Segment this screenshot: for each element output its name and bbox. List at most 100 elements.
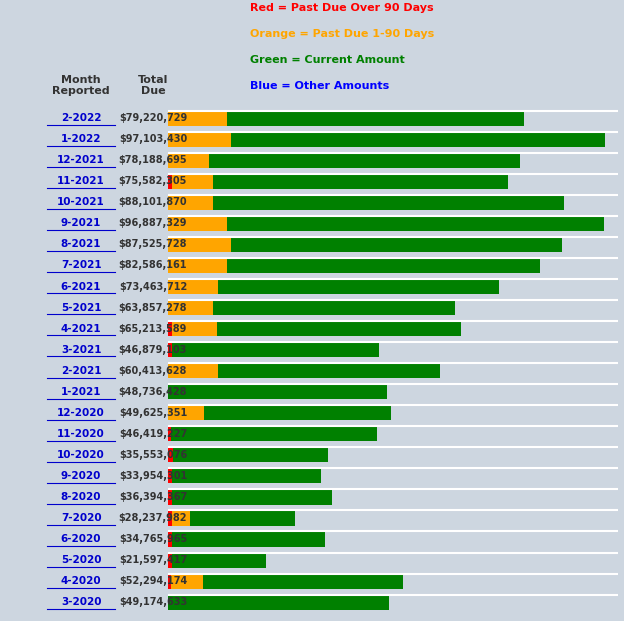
Text: $48,736,428: $48,736,428: [119, 387, 187, 397]
Text: 5-2020: 5-2020: [61, 555, 101, 565]
Text: $97,103,430: $97,103,430: [119, 134, 187, 144]
Text: 6-2021: 6-2021: [61, 281, 101, 291]
Bar: [168, 553, 172, 568]
Text: 8-2020: 8-2020: [61, 492, 101, 502]
Bar: [172, 489, 332, 504]
Bar: [227, 216, 604, 231]
Bar: [227, 258, 540, 273]
Text: Month
Reported: Month Reported: [52, 75, 110, 96]
Bar: [172, 532, 324, 546]
Bar: [172, 553, 266, 568]
Text: 11-2021: 11-2021: [57, 176, 105, 186]
Text: Green = Current Amount: Green = Current Amount: [250, 55, 404, 65]
Text: $79,220,729: $79,220,729: [119, 113, 187, 123]
Text: 6-2020: 6-2020: [61, 534, 101, 544]
Text: 7-2020: 7-2020: [61, 513, 102, 523]
Text: Red = Past Due Over 90 Days: Red = Past Due Over 90 Days: [250, 3, 433, 13]
Text: $33,954,301: $33,954,301: [119, 471, 187, 481]
Bar: [171, 574, 203, 589]
Bar: [171, 426, 377, 442]
Text: $88,101,870: $88,101,870: [119, 197, 187, 207]
Bar: [232, 237, 562, 252]
Text: $82,586,161: $82,586,161: [119, 260, 187, 271]
Text: 4-2020: 4-2020: [61, 576, 102, 586]
Text: $46,419,227: $46,419,227: [119, 429, 187, 439]
Bar: [168, 279, 218, 294]
Text: $73,463,712: $73,463,712: [119, 281, 187, 291]
Text: 1-2022: 1-2022: [61, 134, 101, 144]
Bar: [172, 447, 328, 463]
Text: $63,857,278: $63,857,278: [119, 302, 187, 312]
Text: $35,553,076: $35,553,076: [119, 450, 187, 460]
Bar: [168, 216, 227, 231]
Text: $34,765,965: $34,765,965: [119, 534, 187, 544]
Text: $75,582,305: $75,582,305: [119, 176, 187, 186]
Bar: [168, 174, 172, 189]
Bar: [190, 510, 295, 525]
Bar: [227, 111, 524, 126]
Bar: [168, 426, 171, 442]
Bar: [168, 489, 172, 504]
Text: 9-2021: 9-2021: [61, 219, 101, 229]
Bar: [172, 174, 213, 189]
Bar: [213, 300, 456, 315]
Text: $52,294,174: $52,294,174: [119, 576, 187, 586]
Text: $78,188,695: $78,188,695: [119, 155, 187, 165]
Bar: [218, 363, 440, 378]
Bar: [209, 153, 520, 168]
Bar: [168, 532, 172, 546]
Text: 3-2021: 3-2021: [61, 345, 101, 355]
Bar: [203, 574, 404, 589]
Text: 5-2021: 5-2021: [61, 302, 101, 312]
Text: 11-2020: 11-2020: [57, 429, 105, 439]
Bar: [232, 132, 605, 147]
Bar: [168, 132, 232, 147]
Bar: [168, 594, 389, 610]
Bar: [168, 321, 172, 336]
Text: Orange = Past Due 1-90 Days: Orange = Past Due 1-90 Days: [250, 29, 434, 39]
Text: 4-2021: 4-2021: [61, 324, 102, 333]
Text: 2-2022: 2-2022: [61, 113, 101, 123]
Text: 8-2021: 8-2021: [61, 240, 101, 250]
Text: $28,237,982: $28,237,982: [119, 513, 187, 523]
Bar: [168, 195, 213, 210]
Text: $49,625,351: $49,625,351: [119, 408, 187, 418]
Text: $21,597,417: $21,597,417: [119, 555, 187, 565]
Text: 12-2020: 12-2020: [57, 408, 105, 418]
Bar: [205, 406, 391, 420]
Bar: [168, 363, 218, 378]
Bar: [172, 342, 379, 357]
Bar: [168, 384, 388, 399]
Text: $96,887,329: $96,887,329: [119, 219, 187, 229]
Text: Total
Due: Total Due: [138, 75, 168, 96]
Bar: [218, 279, 499, 294]
Bar: [172, 510, 190, 525]
Bar: [213, 174, 508, 189]
Bar: [168, 468, 172, 484]
Text: 12-2021: 12-2021: [57, 155, 105, 165]
Bar: [168, 300, 213, 315]
Bar: [168, 510, 172, 525]
Bar: [168, 258, 227, 273]
Text: $87,525,728: $87,525,728: [119, 240, 187, 250]
Bar: [172, 321, 217, 336]
Bar: [168, 237, 232, 252]
Text: 10-2020: 10-2020: [57, 450, 105, 460]
Text: Blue = Other Amounts: Blue = Other Amounts: [250, 81, 389, 91]
Bar: [168, 153, 209, 168]
Text: 10-2021: 10-2021: [57, 197, 105, 207]
Text: 9-2020: 9-2020: [61, 471, 101, 481]
Bar: [168, 406, 205, 420]
Bar: [168, 447, 172, 463]
Text: $36,394,367: $36,394,367: [119, 492, 187, 502]
Text: $49,174,633: $49,174,633: [119, 597, 187, 607]
Text: $60,413,628: $60,413,628: [119, 366, 187, 376]
Text: $65,213,589: $65,213,589: [119, 324, 187, 333]
Text: 1-2021: 1-2021: [61, 387, 101, 397]
Bar: [172, 468, 321, 484]
Bar: [168, 574, 171, 589]
Text: $46,879,103: $46,879,103: [119, 345, 187, 355]
Bar: [168, 342, 172, 357]
Text: 7-2021: 7-2021: [61, 260, 102, 271]
Bar: [168, 111, 227, 126]
